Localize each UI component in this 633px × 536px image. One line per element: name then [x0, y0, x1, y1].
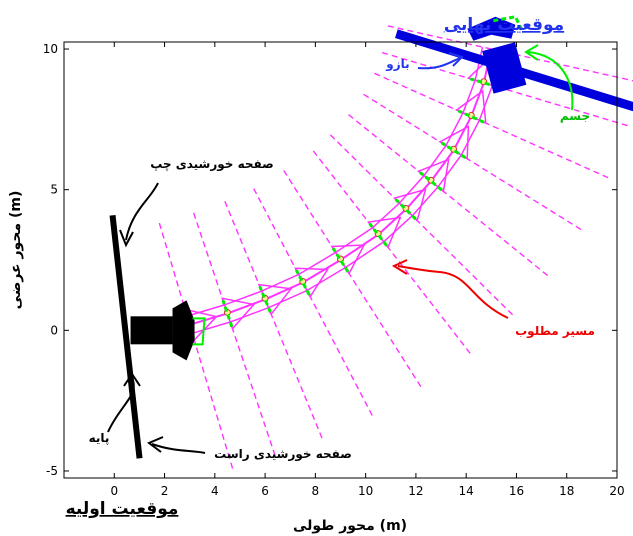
- initial-position-label: موقعیت اولیه: [66, 499, 179, 519]
- body-arrowhead: [524, 44, 539, 61]
- right-panel-label: صفحه خورشیدی راست: [214, 447, 352, 462]
- final-gripper: [467, 16, 516, 41]
- annotations-layer: موقعیت نهایی موقعیت اولیه بازو جسم صفحه …: [8, 15, 595, 534]
- x-tick-label: 8: [312, 484, 320, 498]
- desired-path-arrowhead: [391, 259, 408, 275]
- final-body-block: [482, 42, 527, 94]
- left-panel-arrowhead: [119, 229, 134, 248]
- final-body-link: [493, 15, 525, 34]
- body-link: [457, 109, 485, 124]
- panel-sweep-line: [370, 71, 609, 179]
- x-axis-title: محور طولی (m): [293, 518, 407, 534]
- x-tick-label: 0: [110, 484, 118, 498]
- body-label: جسم: [560, 109, 590, 123]
- body-link: [221, 299, 234, 328]
- ticks-layer: 0 2 4 6 8 10 12 14 16 18 20 -5 0 5 10: [43, 42, 625, 498]
- body-link: [331, 247, 350, 273]
- body-link: [258, 285, 272, 313]
- x-tick-label: 16: [509, 484, 524, 498]
- panel-sweep-line: [310, 147, 471, 354]
- final-base-bar: [395, 29, 633, 112]
- left-panel-label: صفحه خورشیدی چپ: [150, 157, 274, 172]
- left-panel-arrow: [125, 182, 159, 241]
- arm-label: بازو: [385, 57, 409, 72]
- path-layer: [186, 46, 501, 335]
- body-link: [394, 198, 417, 221]
- y-axis-title: محور عرضی (m): [8, 191, 24, 310]
- body-links-layer: [184, 77, 498, 339]
- body-link: [440, 141, 467, 159]
- x-tick-label: 6: [261, 484, 269, 498]
- panel-sweep-line: [345, 111, 549, 277]
- y-tick-label: -5: [46, 464, 58, 478]
- path-rail-line: [192, 50, 501, 335]
- y-tick-label: 5: [50, 183, 58, 197]
- desired-path-arrow: [397, 265, 509, 319]
- x-tick-label: 12: [408, 484, 423, 498]
- final-position-label: موقعیت نهایی: [444, 15, 564, 35]
- initial-body-link: [192, 317, 206, 346]
- y-tick-label: 10: [43, 42, 58, 56]
- x-tick-label: 20: [609, 484, 624, 498]
- x-tick-label: 10: [358, 484, 373, 498]
- panel-sweep-line: [251, 184, 373, 416]
- robots-layer: [109, 15, 633, 459]
- body-link: [294, 269, 311, 296]
- body-link: [368, 222, 388, 247]
- arm-arrow: [417, 57, 461, 70]
- base-arrowhead: [123, 372, 141, 387]
- body-arrow: [527, 51, 574, 111]
- arm-arrowhead: [448, 52, 464, 67]
- panel-sweep-line: [191, 208, 276, 456]
- panel-sweep-line: [327, 131, 514, 316]
- initial-gripper: [172, 300, 195, 361]
- body-link: [419, 171, 443, 192]
- y-tick-label: 0: [50, 323, 58, 337]
- desired-path-line: [189, 48, 493, 326]
- plot-frame: [63, 41, 618, 479]
- panel-sweep-line: [281, 166, 422, 388]
- initial-body-block: [130, 316, 173, 345]
- panel-sweep-line: [359, 91, 582, 231]
- desired-path-label: مسیر مطلوب: [515, 324, 595, 339]
- base-label: پایه: [89, 431, 110, 445]
- initial-base-bar: [109, 214, 143, 459]
- x-tick-label: 18: [559, 484, 574, 498]
- panel-sweep-layer: [157, 24, 633, 469]
- x-tick-label: 14: [459, 484, 474, 498]
- right-panel-arrow: [151, 443, 206, 454]
- base-arrow: [107, 377, 135, 433]
- right-panel-arrowhead: [147, 436, 164, 453]
- path-rail-line: [186, 46, 484, 317]
- x-tick-label: 2: [161, 484, 169, 498]
- panel-sweep-line: [222, 197, 323, 439]
- x-tick-label: 4: [211, 484, 219, 498]
